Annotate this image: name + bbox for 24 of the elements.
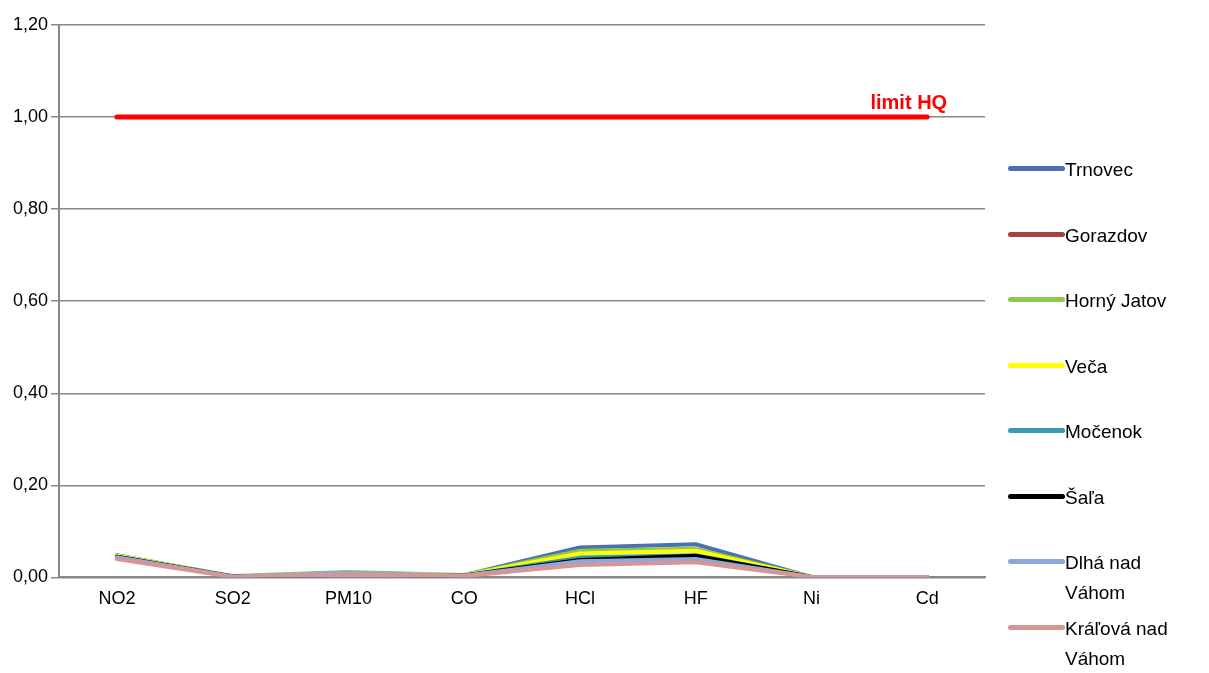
y-tick-label: 1,20 xyxy=(12,13,49,34)
legend-label: Horný Jatov xyxy=(1065,289,1167,313)
series-label: limit HQ xyxy=(870,90,948,113)
legend-label: Dlhá nad Váhom xyxy=(1065,551,1143,605)
y-tick-label: 0,60 xyxy=(12,290,49,311)
y-tick-label: 0,20 xyxy=(12,474,49,495)
legend-label: Gorazdov xyxy=(1065,223,1148,248)
y-tick-label: 0,80 xyxy=(12,198,49,219)
legend-label: Močenok xyxy=(1065,420,1143,444)
x-tick-label: Ni xyxy=(802,588,820,609)
x-tick-label: HCl xyxy=(564,588,595,609)
legend-label: Trnovec xyxy=(1065,158,1133,182)
y-tick-label: 0,40 xyxy=(12,382,49,403)
x-tick-label: NO2 xyxy=(98,588,136,609)
x-tick-label: SO2 xyxy=(214,588,251,609)
legend-label: Kráľová nad Váhom xyxy=(1065,616,1169,671)
x-tick-label: CO xyxy=(450,588,478,609)
legend-label: Šaľa xyxy=(1065,485,1105,510)
x-tick-label: Cd xyxy=(915,588,939,609)
legend-label: Veča xyxy=(1065,354,1108,379)
x-tick-label: PM10 xyxy=(324,588,372,609)
x-tick-label: HF xyxy=(683,588,708,609)
y-tick-label: 0,00 xyxy=(12,566,49,587)
y-tick-label: 1,00 xyxy=(12,106,49,127)
